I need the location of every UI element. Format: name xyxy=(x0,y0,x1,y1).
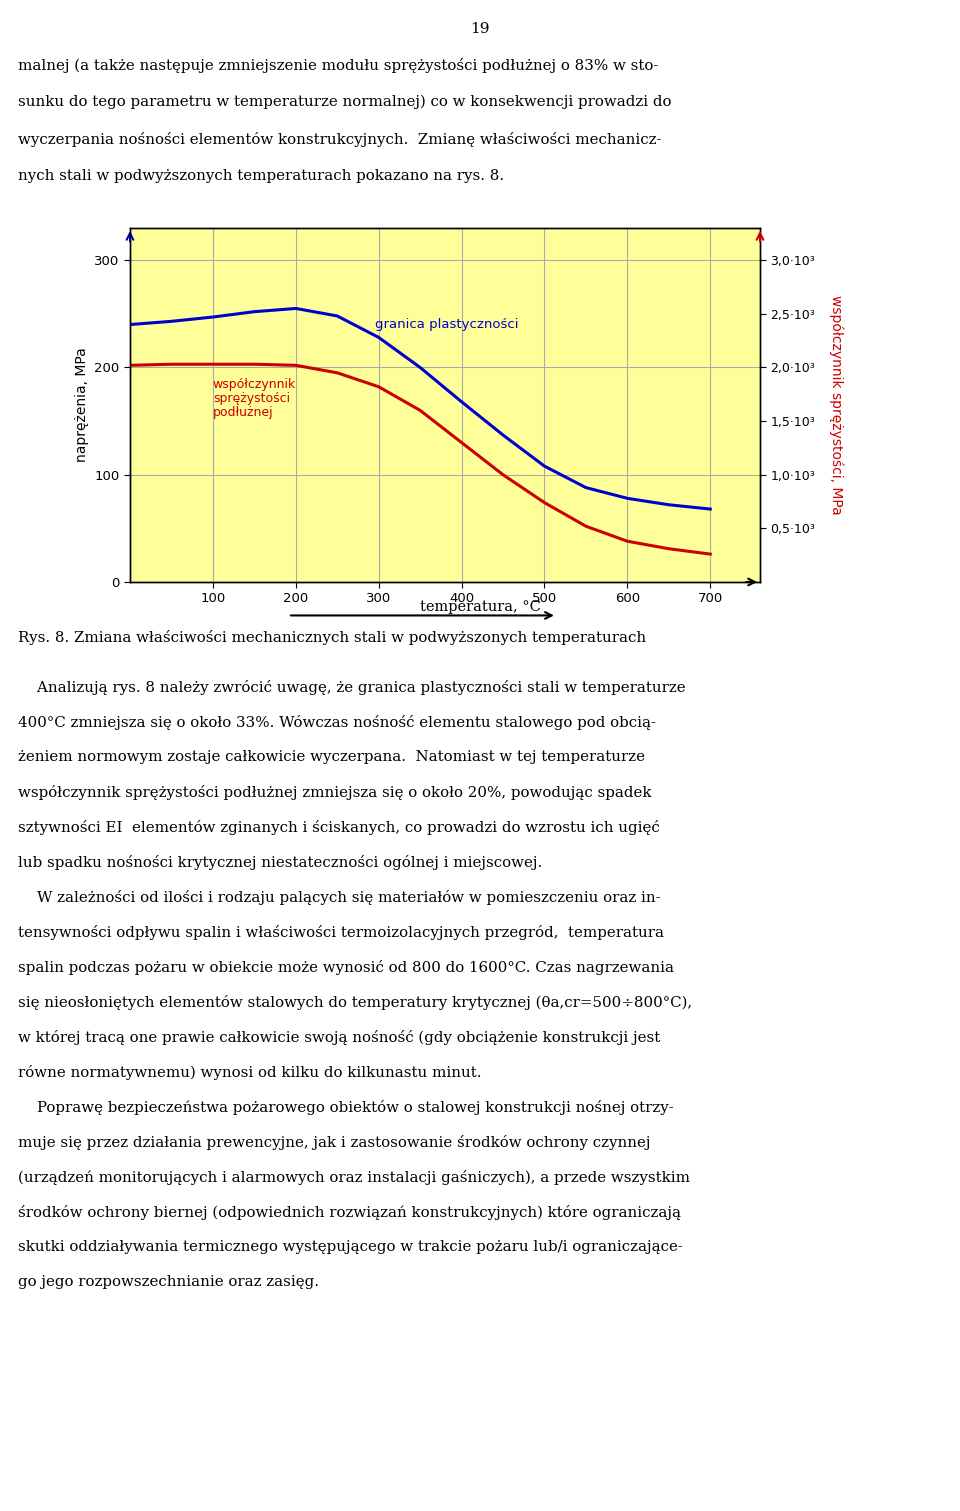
Text: nych stali w podwyższonych temperaturach pokazano na rys. 8.: nych stali w podwyższonych temperaturach… xyxy=(18,169,504,183)
Text: lub spadku nośności krytycznej niestateczności ogólnej i miejscowej.: lub spadku nośności krytycznej niestatec… xyxy=(18,855,542,870)
Text: go jego rozpowszechnianie oraz zasięg.: go jego rozpowszechnianie oraz zasięg. xyxy=(18,1275,319,1289)
Text: Poprawę bezpieczeństwa pożarowego obiektów o stalowej konstrukcji nośnej otrzy-: Poprawę bezpieczeństwa pożarowego obiekt… xyxy=(18,1100,674,1115)
Text: wyczerpania nośności elementów konstrukcyjnych.  Zmianę właściwości mechanicz-: wyczerpania nośności elementów konstrukc… xyxy=(18,131,661,147)
Text: sztywności EI  elementów zginanych i ściskanych, co prowadzi do wzrostu ich ugię: sztywności EI elementów zginanych i ścis… xyxy=(18,820,660,836)
Text: muje się przez działania prewencyjne, jak i zastosowanie środków ochrony czynnej: muje się przez działania prewencyjne, ja… xyxy=(18,1135,651,1150)
Text: żeniem normowym zostaje całkowicie wyczerpana.  Natomiast w tej temperaturze: żeniem normowym zostaje całkowicie wycze… xyxy=(18,749,645,765)
Text: granica plastyczności: granica plastyczności xyxy=(374,317,518,331)
Text: W zależności od ilości i rodzaju palących się materiałów w pomieszczeniu oraz in: W zależności od ilości i rodzaju palącyc… xyxy=(18,890,660,905)
Text: współczynnik: współczynnik xyxy=(213,378,296,391)
Text: współczynnik sprężystości podłużnej zmniejsza się o około 20%, powodując spadek: współczynnik sprężystości podłużnej zmni… xyxy=(18,786,652,799)
Text: temperatura, °C: temperatura, °C xyxy=(420,600,540,613)
Y-axis label: naprężenia, MPa: naprężenia, MPa xyxy=(75,348,88,462)
Text: równe normatywnemu) wynosi od kilku do kilkunastu minut.: równe normatywnemu) wynosi od kilku do k… xyxy=(18,1065,482,1080)
Text: skutki oddziaływania termicznego występującego w trakcie pożaru lub/i ograniczaj: skutki oddziaływania termicznego występu… xyxy=(18,1241,683,1254)
Text: malnej (a także następuje zmniejszenie modułu sprężystości podłużnej o 83% w sto: malnej (a także następuje zmniejszenie m… xyxy=(18,57,659,73)
Text: się nieosłoniętych elementów stalowych do temperatury krytycznej (θa,cr=500÷800°: się nieosłoniętych elementów stalowych d… xyxy=(18,996,692,1009)
Text: sunku do tego parametru w temperaturze normalnej) co w konsekwencji prowadzi do: sunku do tego parametru w temperaturze n… xyxy=(18,95,671,109)
Y-axis label: współczynnik sprężystości, MPa: współczynnik sprężystości, MPa xyxy=(829,295,844,515)
Text: podłużnej: podłużnej xyxy=(213,406,274,419)
Text: Analizują rys. 8 należy zwrócić uwagę, że granica plastyczności stali w temperat: Analizują rys. 8 należy zwrócić uwagę, ż… xyxy=(18,680,685,695)
Text: spalin podczas pożaru w obiekcie może wynosić od 800 do 1600°C. Czas nagrzewania: spalin podczas pożaru w obiekcie może wy… xyxy=(18,959,674,975)
Text: Rys. 8. Zmiana właściwości mechanicznych stali w podwyższonych temperaturach: Rys. 8. Zmiana właściwości mechanicznych… xyxy=(18,630,646,645)
Text: środków ochrony biernej (odpowiednich rozwiązań konstrukcyjnych) które ogranicza: środków ochrony biernej (odpowiednich ro… xyxy=(18,1204,681,1219)
Text: sprężystości: sprężystości xyxy=(213,393,290,405)
Text: 400°C zmniejsza się o około 33%. Wówczas nośność elementu stalowego pod obcią-: 400°C zmniejsza się o około 33%. Wówczas… xyxy=(18,715,656,730)
Text: 19: 19 xyxy=(470,23,490,36)
Text: tensywności odpływu spalin i właściwości termoizolacyjnych przegród,  temperatur: tensywności odpływu spalin i właściwości… xyxy=(18,925,664,940)
Text: w której tracą one prawie całkowicie swoją nośność (gdy obciążenie konstrukcji j: w której tracą one prawie całkowicie swo… xyxy=(18,1031,660,1046)
Text: (urządzeń monitorujących i alarmowych oraz instalacji gaśniczych), a przede wszy: (urządzeń monitorujących i alarmowych or… xyxy=(18,1170,690,1185)
